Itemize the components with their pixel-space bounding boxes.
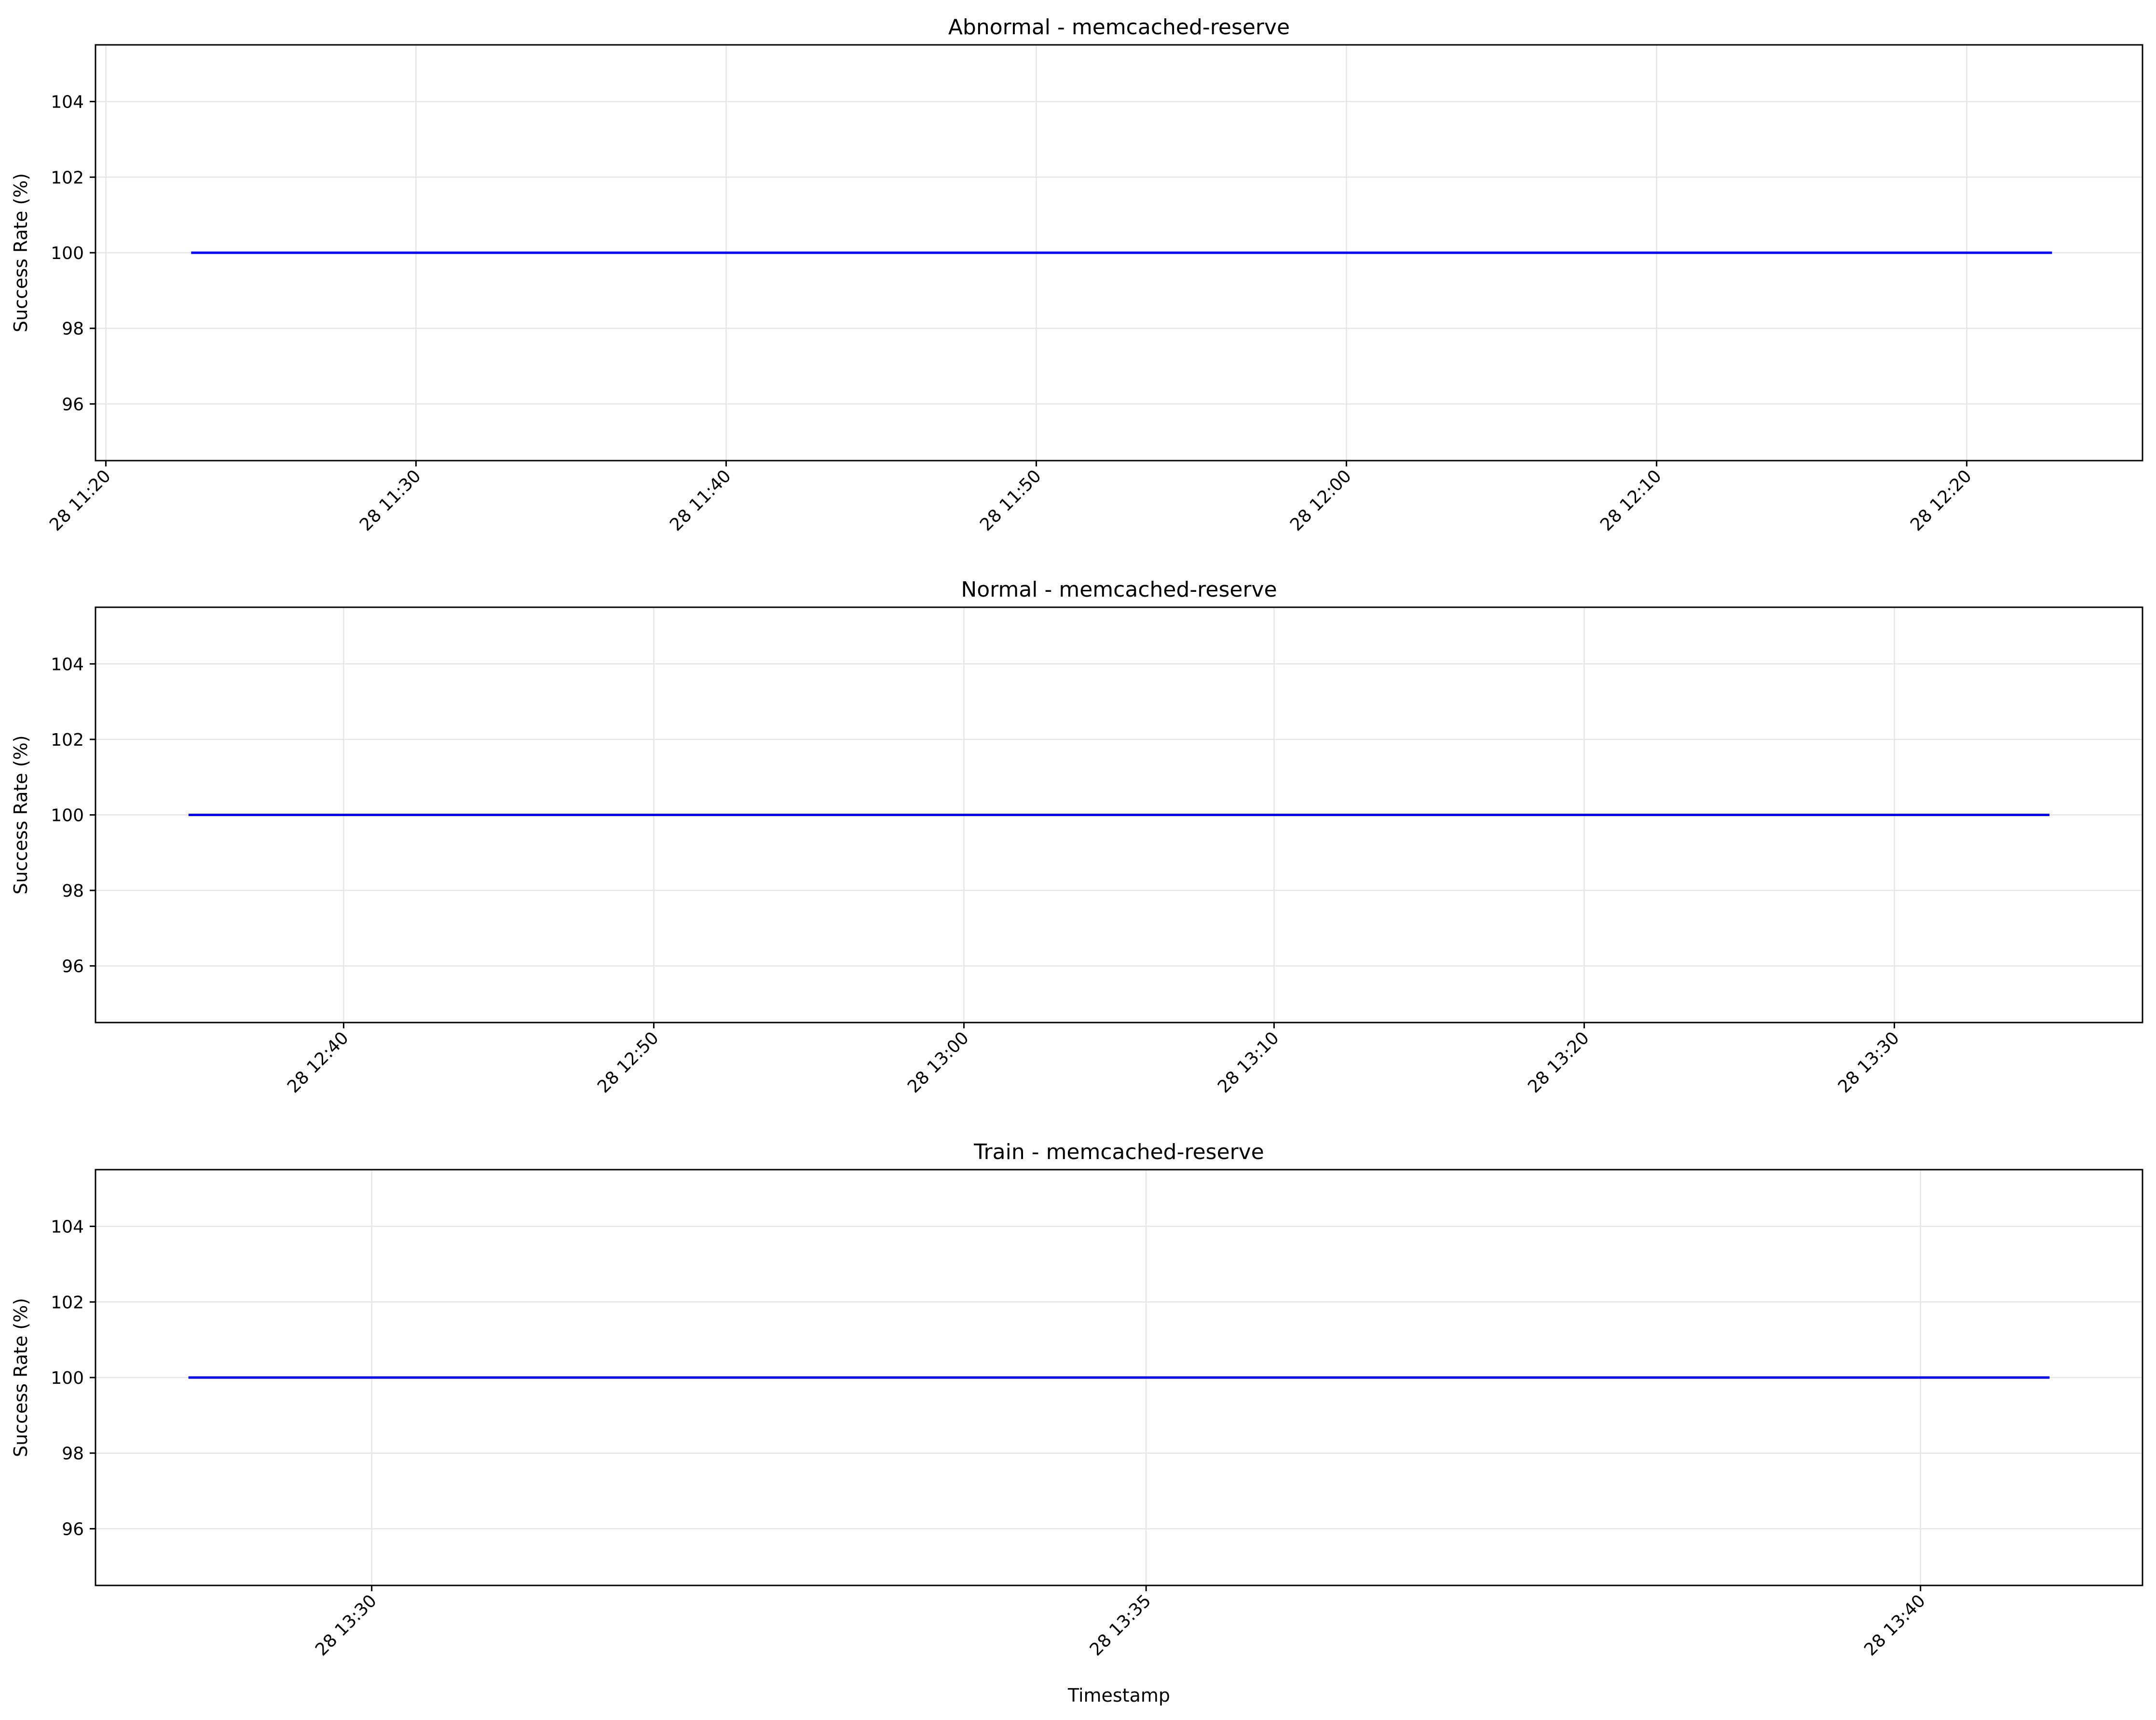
- chart-title: Normal - memcached-reserve: [961, 577, 1277, 602]
- y-tick-label: 100: [51, 244, 84, 263]
- y-tick-label: 96: [62, 957, 84, 977]
- y-tick-label: 96: [62, 1519, 84, 1539]
- y-tick-label: 100: [51, 806, 84, 826]
- y-axis-label: Success Rate (%): [10, 173, 31, 332]
- x-axis-label: Timestamp: [1067, 1685, 1170, 1706]
- y-tick-label: 104: [51, 655, 84, 674]
- y-tick-label: 98: [62, 319, 84, 339]
- y-tick-label: 100: [51, 1368, 84, 1388]
- chart-title: Abnormal - memcached-reserve: [948, 15, 1290, 40]
- y-tick-label: 98: [62, 881, 84, 901]
- y-tick-label: 102: [51, 1293, 84, 1312]
- y-tick-label: 98: [62, 1444, 84, 1464]
- y-tick-label: 96: [62, 395, 84, 414]
- chart-title: Train - memcached-reserve: [973, 1140, 1264, 1164]
- y-tick-label: 102: [51, 168, 84, 188]
- y-tick-label: 104: [51, 1217, 84, 1237]
- y-tick-label: 104: [51, 93, 84, 112]
- y-tick-label: 102: [51, 730, 84, 750]
- y-axis-label: Success Rate (%): [10, 735, 31, 894]
- y-axis-label: Success Rate (%): [10, 1298, 31, 1457]
